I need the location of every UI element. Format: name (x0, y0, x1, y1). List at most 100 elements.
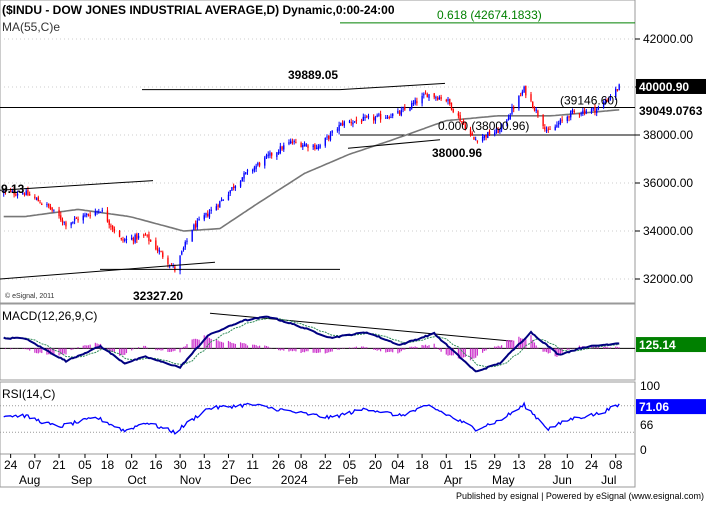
candle (295, 138, 297, 144)
candle (37, 195, 39, 202)
candle-body (428, 94, 430, 99)
rsi-label: RSI(14,C) (2, 387, 55, 401)
candle-body (483, 134, 486, 138)
candle (15, 191, 17, 197)
x-tick-label: 08 (609, 458, 623, 472)
candle-body (602, 102, 605, 107)
candle-body (255, 165, 257, 169)
candle-body (352, 122, 354, 125)
candle (288, 139, 290, 146)
candle (594, 104, 596, 116)
x-tick-label: 07 (28, 458, 42, 472)
candle-body (196, 220, 199, 227)
candle-body (219, 201, 221, 208)
candle-body (594, 107, 596, 113)
candle (255, 163, 257, 172)
candle-body (608, 98, 610, 101)
candle (583, 107, 586, 116)
candle (590, 108, 593, 114)
candle (191, 229, 193, 242)
candle (194, 220, 197, 230)
x-tick-label: 05 (78, 458, 92, 472)
candle-body (302, 145, 304, 148)
fib-0618-label: 0.618 (42674.1833) (437, 8, 542, 22)
candle (148, 231, 150, 245)
candle-body (326, 136, 328, 138)
candle (106, 207, 109, 223)
candle (251, 168, 254, 174)
candle-body (506, 120, 508, 125)
candle (134, 233, 136, 244)
candle (303, 141, 306, 147)
candle-body (507, 117, 510, 120)
candle (445, 98, 447, 103)
candle-body (315, 147, 318, 149)
candle-body (146, 234, 148, 236)
candle (533, 106, 536, 112)
candle-body (411, 103, 413, 109)
candle (367, 113, 370, 120)
candle-body (438, 97, 441, 100)
annotation-left: 9.13 (1, 182, 25, 196)
candle (290, 138, 292, 145)
price-badge: 40000.90 (639, 80, 689, 94)
candle-body (271, 152, 273, 156)
candle-body (98, 211, 100, 213)
x-month-label: Apr (444, 473, 463, 487)
candle (495, 126, 498, 134)
candle (438, 95, 441, 100)
candle-body (232, 186, 235, 189)
candle (156, 245, 159, 254)
candle-body (46, 204, 48, 206)
candle-body (307, 145, 309, 148)
x-month-label: Jun (552, 473, 571, 487)
candle (28, 191, 31, 196)
candle-body (341, 123, 344, 125)
candle-body (73, 218, 76, 221)
candle-body (184, 241, 186, 248)
candle (149, 239, 152, 243)
candle (485, 135, 487, 141)
x-tick-label: 18 (101, 458, 115, 472)
candle (13, 186, 15, 198)
candle (291, 138, 294, 145)
candle (426, 92, 428, 98)
candle-body (158, 250, 160, 252)
candle-body (376, 115, 378, 117)
candle (300, 141, 302, 148)
candle-body (106, 210, 109, 222)
candle-body (61, 219, 64, 223)
candle-body (9, 190, 12, 192)
candle-body (148, 234, 150, 242)
price-badge-bg (636, 78, 706, 94)
candle (60, 211, 62, 222)
candle (39, 199, 41, 204)
candle (293, 139, 295, 145)
rsi-badge: 71.06 (639, 400, 669, 414)
x-month-label: Aug (19, 473, 40, 487)
candle-body (436, 97, 439, 100)
ma-label: MA(55,C)e (2, 20, 60, 34)
candle-body (124, 239, 126, 241)
candle-body (300, 142, 302, 148)
candle-body (557, 123, 560, 125)
candle (328, 135, 330, 142)
candle (324, 137, 326, 148)
candle-body (366, 116, 368, 118)
candle-body (561, 119, 563, 121)
candle-body (122, 239, 124, 241)
candle (130, 234, 133, 241)
candle-body (118, 230, 121, 237)
candle (452, 108, 454, 114)
candle (378, 112, 380, 117)
candle (77, 216, 79, 223)
candle-body (94, 211, 97, 216)
candle (144, 232, 147, 236)
candle (124, 237, 126, 243)
macd-panel (0, 303, 636, 381)
candle (449, 98, 451, 106)
candle-body (554, 126, 556, 131)
x-tick-label: 29 (488, 458, 502, 472)
candle (559, 118, 562, 126)
candle (483, 134, 486, 141)
